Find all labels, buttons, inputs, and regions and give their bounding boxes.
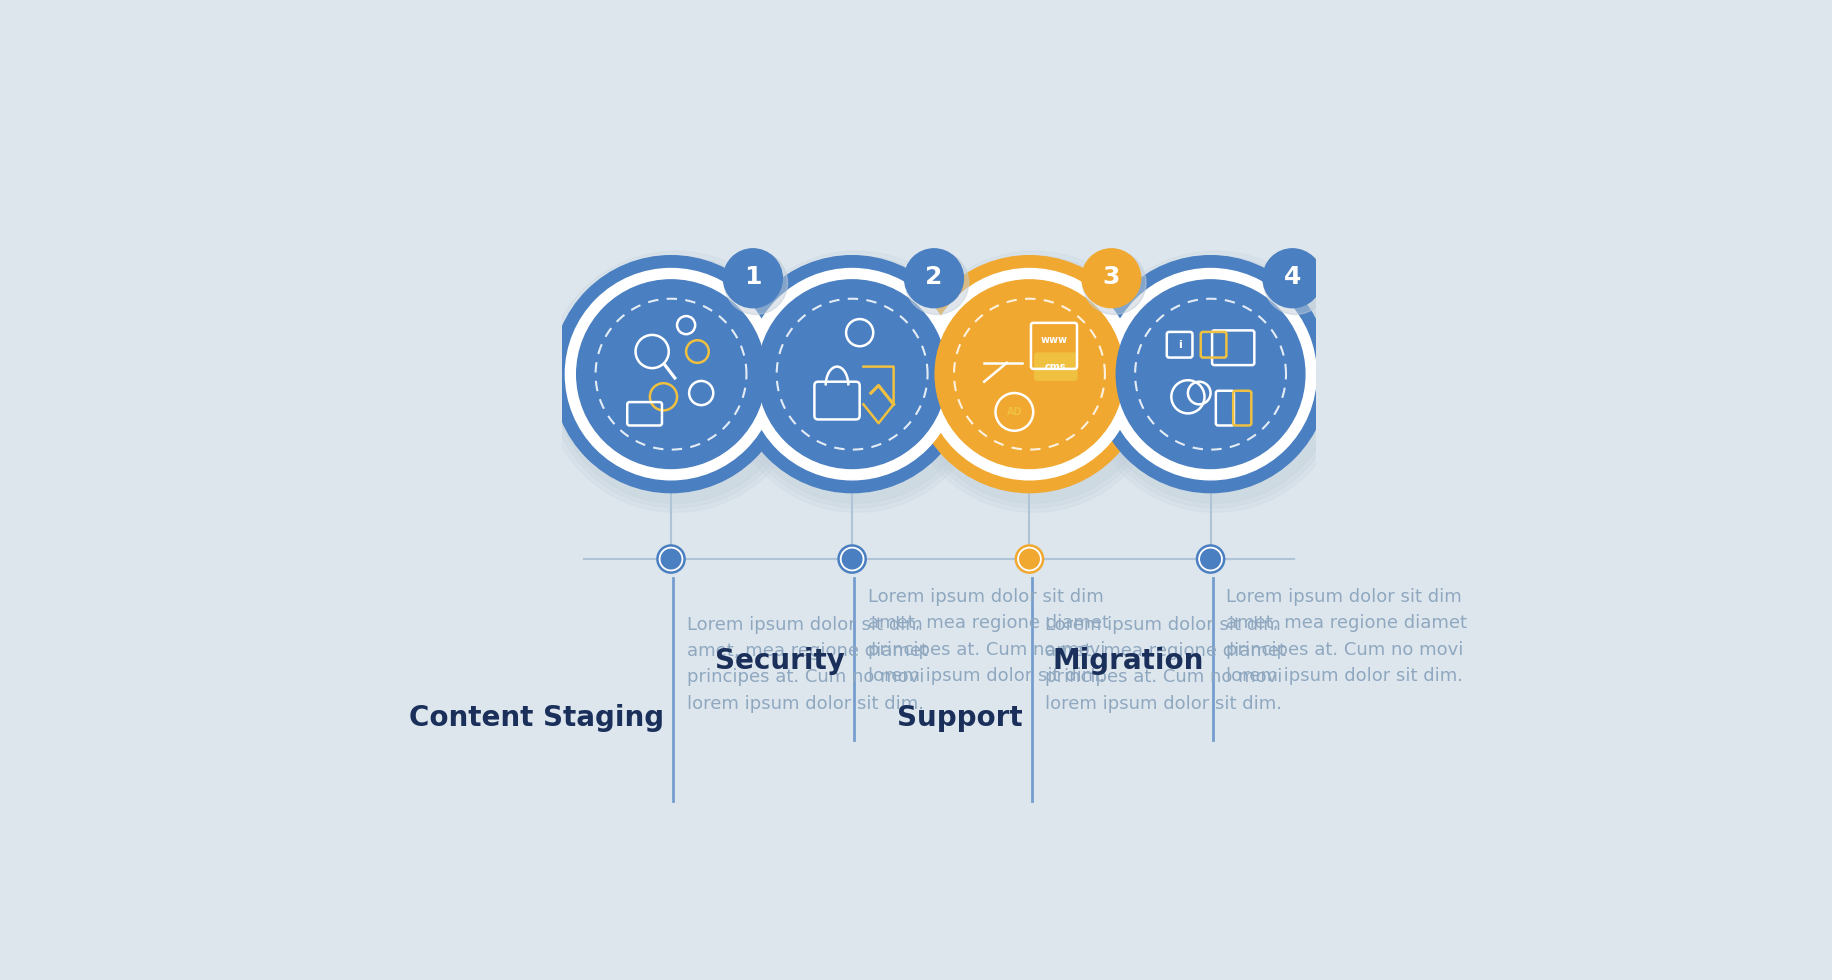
- Circle shape: [1105, 269, 1315, 480]
- Circle shape: [1116, 280, 1304, 468]
- Circle shape: [658, 546, 685, 572]
- Circle shape: [912, 261, 1156, 503]
- Text: Lorem ipsum dolor sit dim
amet, mea regione diamet
principes at. Cum no movi
lor: Lorem ipsum dolor sit dim amet, mea regi…: [687, 615, 927, 712]
- Circle shape: [724, 251, 788, 315]
- Circle shape: [1196, 546, 1224, 572]
- Circle shape: [1200, 549, 1220, 568]
- Text: Security: Security: [716, 647, 845, 675]
- Circle shape: [934, 280, 1123, 468]
- Circle shape: [911, 256, 1149, 493]
- Circle shape: [903, 251, 1165, 513]
- Circle shape: [1094, 261, 1337, 503]
- Circle shape: [905, 249, 964, 308]
- Circle shape: [725, 251, 987, 513]
- Circle shape: [843, 549, 861, 568]
- Circle shape: [758, 280, 947, 468]
- Circle shape: [733, 256, 971, 493]
- Text: Lorem ipsum dolor sit dim
amet, mea regione diamet
principes at. Cum no movi
lor: Lorem ipsum dolor sit dim amet, mea regi…: [868, 588, 1108, 685]
- Text: 3: 3: [1103, 265, 1119, 289]
- Text: 1: 1: [744, 265, 762, 289]
- Circle shape: [735, 261, 978, 503]
- Circle shape: [746, 269, 958, 480]
- Circle shape: [731, 256, 982, 508]
- Text: Migration: Migration: [1052, 647, 1204, 675]
- Text: 2: 2: [925, 265, 943, 289]
- Circle shape: [1085, 251, 1347, 513]
- Circle shape: [923, 269, 1136, 480]
- Circle shape: [905, 251, 969, 315]
- Circle shape: [1088, 256, 1341, 508]
- Circle shape: [661, 549, 682, 568]
- Circle shape: [553, 256, 790, 493]
- Text: cms: cms: [1044, 362, 1066, 371]
- Circle shape: [1017, 546, 1042, 572]
- Text: AD: AD: [1006, 407, 1022, 416]
- Circle shape: [544, 251, 806, 513]
- Text: Lorem ipsum dolor sit dim
amet, mea regione diamet
principes at. Cum no movi
lor: Lorem ipsum dolor sit dim amet, mea regi…: [1226, 588, 1467, 685]
- Circle shape: [839, 546, 867, 572]
- Circle shape: [1092, 256, 1328, 493]
- Text: 4: 4: [1284, 265, 1301, 289]
- FancyBboxPatch shape: [1035, 353, 1077, 380]
- Circle shape: [724, 249, 782, 308]
- Text: Support: Support: [898, 704, 1022, 731]
- Circle shape: [1020, 549, 1039, 568]
- Text: www: www: [1041, 335, 1068, 345]
- Circle shape: [1264, 251, 1326, 315]
- Text: Lorem ipsum dolor sit dim
amet, mea regione diamet
principes at. Cum no movi
lor: Lorem ipsum dolor sit dim amet, mea regi…: [1046, 615, 1286, 712]
- Circle shape: [553, 261, 797, 503]
- Circle shape: [566, 269, 777, 480]
- Text: Content Staging: Content Staging: [409, 704, 665, 731]
- Circle shape: [577, 280, 766, 468]
- Circle shape: [1083, 249, 1141, 308]
- Circle shape: [1262, 249, 1323, 308]
- Text: i: i: [1178, 340, 1182, 350]
- Circle shape: [909, 256, 1160, 508]
- Circle shape: [550, 256, 802, 508]
- Circle shape: [1083, 251, 1147, 315]
